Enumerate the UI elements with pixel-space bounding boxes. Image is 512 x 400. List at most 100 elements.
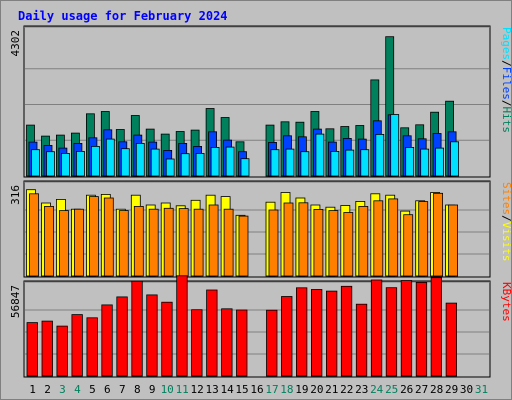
bar-pages-day-3	[61, 152, 70, 177]
legend-entry: Hits	[500, 107, 512, 134]
legend-entry: /	[500, 60, 512, 67]
x-tick-label: 28	[430, 383, 443, 396]
bar-sites-day-12	[193, 208, 204, 277]
bar-sites-day-15	[238, 215, 249, 277]
bar-kbytes-day-4	[71, 314, 83, 377]
bar-sites-day-27	[418, 201, 429, 277]
bar-kbytes-day-28	[430, 277, 443, 377]
bar-pages-day-19	[300, 151, 310, 177]
x-tick-label: 1	[29, 383, 36, 396]
bar-pages-day-10	[165, 158, 175, 177]
bar-kbytes-day-5	[86, 317, 98, 377]
x-tick-label: 13	[205, 383, 218, 396]
bar-kbytes-day-29	[445, 302, 458, 377]
bar-kbytes-day-23	[355, 303, 368, 377]
x-tick-label: 17	[265, 383, 278, 396]
bar-pages-day-7	[120, 148, 130, 177]
bar-kbytes-day-17	[266, 309, 278, 377]
bar-sites-day-28	[433, 192, 444, 277]
bar-kbytes-day-12	[191, 309, 203, 377]
bar-kbytes-day-8	[131, 280, 143, 377]
bar-kbytes-day-24	[370, 279, 383, 377]
bar-sites-day-17	[268, 209, 279, 277]
chart-title: Daily usage for February 2024	[18, 9, 228, 23]
bar-kbytes-day-21	[325, 290, 338, 377]
bar-sites-day-1	[29, 193, 39, 277]
y-max-label: 56847	[9, 285, 22, 318]
x-tick-label: 9	[149, 383, 156, 396]
bar-pages-day-1	[31, 149, 40, 177]
x-tick-label: 7	[119, 383, 126, 396]
legend: Sites/Visits	[500, 182, 512, 262]
bar-sites-day-19	[298, 202, 309, 277]
bar-sites-day-20	[313, 208, 324, 277]
bar-pages-day-15	[240, 158, 250, 177]
legend-entry: Pages	[500, 27, 512, 60]
bar-sites-day-2	[44, 205, 54, 277]
bar-pages-day-12	[195, 152, 205, 177]
bar-kbytes-day-10	[161, 301, 173, 377]
bar-kbytes-day-18	[281, 296, 293, 377]
x-tick-label: 29	[445, 383, 458, 396]
bar-kbytes-day-7	[116, 296, 128, 377]
bar-sites-day-10	[163, 207, 174, 277]
bar-sites-day-3	[59, 210, 69, 277]
y-max-label: 4302	[9, 30, 22, 57]
x-tick-label: 8	[134, 383, 141, 396]
legend-entry: /	[500, 100, 512, 107]
bar-pages-day-22	[345, 149, 355, 177]
x-tick-label: 27	[415, 383, 428, 396]
legend-entry: Files	[500, 67, 512, 100]
x-tick-label: 25	[385, 383, 398, 396]
legend: Pages/Files/Hits	[500, 27, 512, 133]
x-tick-label: 10	[161, 383, 174, 396]
bar-kbytes-day-2	[41, 320, 53, 377]
x-tick-label: 12	[190, 383, 203, 396]
x-tick-label: 20	[310, 383, 323, 396]
bar-sites-day-7	[118, 210, 129, 277]
bar-pages-day-13	[210, 146, 220, 177]
bar-sites-day-29	[448, 204, 459, 277]
x-tick-label: 5	[89, 383, 96, 396]
bar-kbytes-day-15	[236, 309, 248, 377]
bar-sites-day-22	[343, 212, 354, 277]
bar-sites-day-21	[328, 210, 339, 277]
x-tick-label: 15	[235, 383, 248, 396]
x-tick-label: 19	[295, 383, 308, 396]
x-tick-label: 14	[220, 383, 234, 396]
bar-pages-day-21	[330, 150, 340, 177]
panel-visits-sites: 316 Sites/Visits	[9, 180, 512, 278]
bar-sites-day-6	[103, 197, 114, 277]
bar-sites-day-25	[388, 198, 399, 277]
x-tick-label: 18	[280, 383, 293, 396]
legend-entry: /	[500, 215, 512, 222]
bar-sites-day-8	[133, 205, 144, 277]
bar-pages-day-11	[180, 153, 190, 177]
bar-pages-day-28	[435, 147, 445, 177]
bar-sites-day-26	[403, 214, 414, 277]
x-tick-label: 22	[340, 383, 353, 396]
bar-sites-day-24	[373, 200, 384, 277]
bar-kbytes-day-11	[176, 275, 188, 377]
bar-kbytes-day-3	[56, 325, 68, 377]
x-tick-label: 30	[460, 383, 473, 396]
bar-kbytes-day-6	[101, 304, 113, 377]
bar-pages-day-6	[105, 138, 115, 177]
bar-sites-day-14	[223, 208, 234, 277]
bar-sites-day-23	[358, 205, 369, 277]
x-tick-label: 21	[325, 383, 338, 396]
bar-kbytes-day-27	[415, 281, 428, 377]
legend-entry: KBytes	[500, 282, 512, 322]
bar-pages-day-29	[450, 141, 460, 177]
bar-sites-day-9	[148, 208, 159, 277]
bar-pages-day-14	[225, 146, 235, 177]
x-axis-labels: 1 2 3 4 5 6 7 8 9 10 11 12 13 14 15 16 17 18 19 20 21 22 23 24 2…	[29, 383, 488, 396]
legend-entry: Visits	[500, 222, 512, 262]
legend-entry: Sites	[500, 182, 512, 215]
x-tick-label: 24	[370, 383, 384, 396]
x-tick-label: 3	[59, 383, 66, 396]
bar-pages-day-8	[135, 142, 145, 177]
bar-pages-day-4	[76, 150, 85, 177]
bar-sites-day-4	[74, 208, 84, 277]
